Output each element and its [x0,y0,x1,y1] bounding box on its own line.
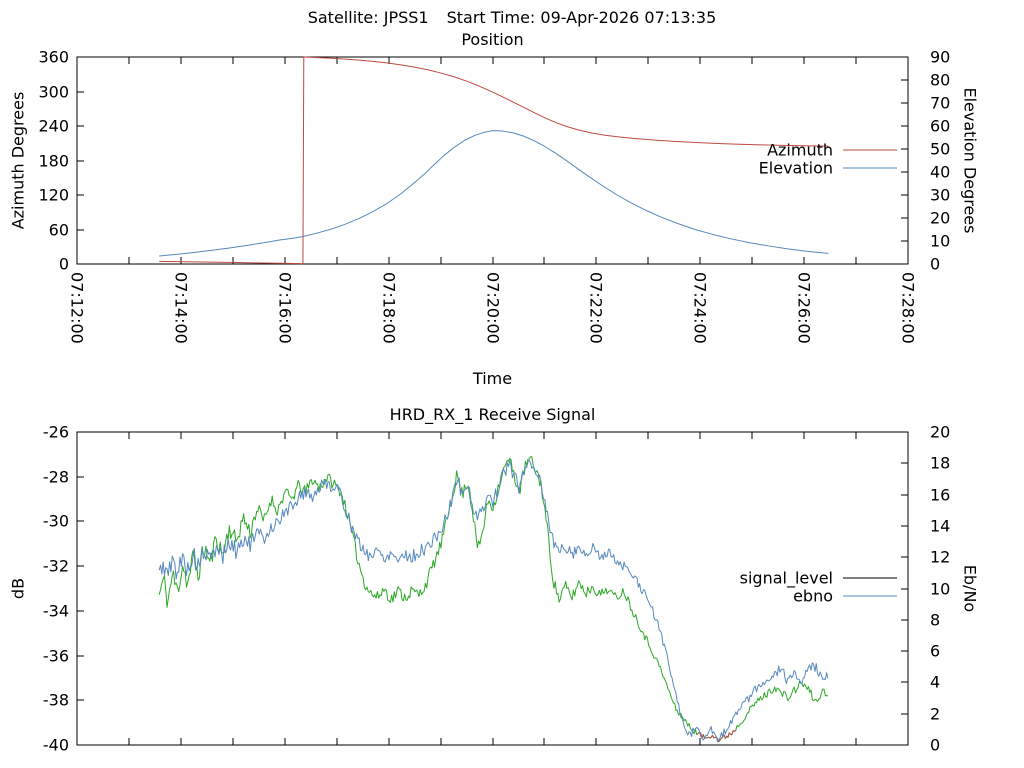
left-axis-label: dB [9,578,28,599]
y-tick-label-right: 40 [930,163,950,182]
page-title: Satellite: JPSS1 Start Time: 09-Apr-2026… [0,8,1024,27]
y-tick-label-right: 0 [930,736,940,755]
x-axis-label: Time [472,369,512,388]
y-tick-label-left: -40 [43,736,69,755]
y-tick-label-right: 14 [930,517,950,536]
legend-label: Azimuth [767,141,833,160]
y-tick-label-right: 60 [930,117,950,136]
signal-chart: -40 -38 -36 -34 -32 -30 -28 -26 0 2 4 6 8 10 12 14 16 18 2… [9,405,980,755]
y-tick-label-right: 50 [930,140,950,159]
y-tick-label-right: 8 [930,611,940,630]
x-tick-label: 07:18:00 [379,272,398,344]
y-tick-label-right: 2 [930,705,940,724]
y-tick-label-left: 0 [59,255,69,274]
Elevation-series-line [159,130,829,257]
y-tick-label-left: -30 [43,512,69,531]
y-tick-label-left: -28 [43,468,69,487]
y-tick-label-right: 30 [930,186,950,205]
y-tick-label-right: 0 [930,255,940,274]
left-axis-label: Azimuth Degrees [9,92,28,230]
y-tick-label-left: -34 [43,602,69,621]
x-tick-label: 07:28:00 [898,272,917,344]
signal-border [76,431,909,746]
ebno-series-line [158,459,829,743]
y-tick-label-left: 300 [38,83,69,102]
Azimuth-series-line [159,56,829,265]
x-tick-label: 07:16:00 [275,272,294,344]
y-tick-label-left: 180 [38,152,69,171]
y-tick-label-right: 80 [930,71,950,90]
chart-title: Position [461,30,523,49]
y-tick-label-left: 360 [38,48,69,67]
legend-label: ebno [793,587,833,606]
y-tick-label-right: 20 [930,423,950,442]
x-tick-label: 07:14:00 [171,272,190,344]
y-tick-label-right: 20 [930,209,950,228]
satellite-label: Satellite: JPSS1 [307,8,429,27]
y-tick-label-left: -38 [43,691,69,710]
y-tick-label-left: -32 [43,557,69,576]
position-chart: 07:12:00 07:14:00 07:16:00 07:18:00 07:20:00… [9,30,980,388]
y-tick-label-left: 60 [49,221,69,240]
chart-title: HRD_RX_1 Receive Signal [390,405,596,425]
y-tick-label-left: 120 [38,186,69,205]
y-tick-label-right: 10 [930,232,950,251]
legend-label: signal_level [740,569,833,589]
y-tick-label-right: 4 [930,673,940,692]
legend-label: Elevation [759,159,833,178]
start-time-label: Start Time: 09-Apr-2026 07:13:35 [446,8,717,27]
y-tick-label-right: 18 [930,454,950,473]
signal-frame [76,431,909,746]
y-tick-label-left: -26 [43,423,69,442]
x-tick-label: 07:26:00 [794,272,813,344]
y-tick-label-right: 6 [930,642,940,661]
y-tick-label-left: 240 [38,117,69,136]
x-tick-label: 07:20:00 [483,272,502,344]
y-tick-label-right: 70 [930,94,950,113]
y-tick-label-right: 90 [930,48,950,67]
position-frame [76,56,909,265]
y-tick-label-right: 12 [930,548,950,567]
right-axis-label: Elevation Degrees [960,88,979,234]
x-tick-label: 07:12:00 [67,272,86,344]
right-axis-label: Eb/No [960,565,979,612]
y-tick-label-right: 10 [930,580,950,599]
y-tick-label-right: 16 [930,486,950,505]
y-tick-label-left: -36 [43,647,69,666]
x-tick-label: 07:24:00 [690,272,709,344]
x-tick-label: 07:22:00 [586,272,605,344]
